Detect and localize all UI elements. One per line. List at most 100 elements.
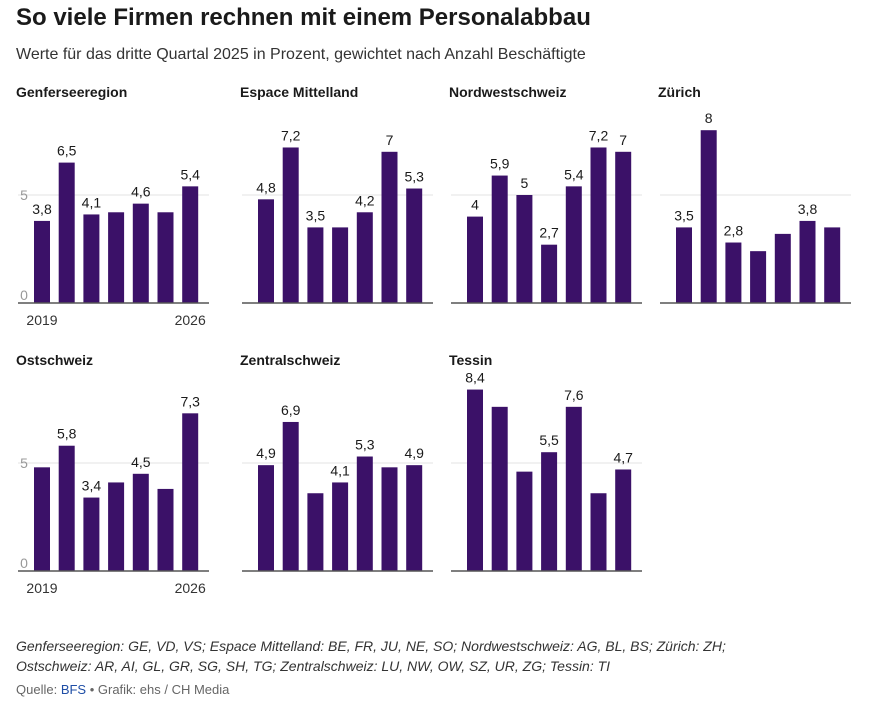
bar [307, 227, 324, 303]
data-label: 7 [386, 132, 394, 148]
y-tick-label: 5 [20, 187, 28, 203]
data-label: 7,2 [281, 127, 301, 143]
data-label: 3,5 [306, 207, 326, 223]
data-label: 6,5 [57, 143, 77, 159]
bar [83, 214, 100, 303]
bar [406, 465, 423, 571]
bar [590, 147, 607, 303]
bar [516, 471, 533, 571]
data-label: 5,5 [539, 432, 559, 448]
x-tick-label: 2026 [175, 580, 206, 596]
data-label: 4,9 [256, 445, 276, 461]
bar [34, 220, 50, 303]
bar [108, 212, 125, 303]
bar [491, 175, 508, 303]
bar [516, 195, 533, 303]
source-prefix: Quelle: [16, 682, 61, 697]
bar [157, 212, 174, 303]
bar-chart: 4,9 6,9 4,1 5,3 4,9 [242, 402, 433, 572]
bar [182, 186, 199, 303]
bar [799, 220, 816, 303]
panel-zuerich: Zürich 3,5 8 2,8 3,8 [658, 84, 858, 334]
footnote-line-1: Genferseeregion: GE, VD, VS; Espace Mitt… [16, 638, 726, 654]
bar-chart: 0 5 5,8 3,4 4,5 7,3 2019 2026 [18, 393, 209, 596]
x-tick-label: 2019 [26, 580, 57, 596]
bar [565, 406, 582, 571]
data-label: 7,6 [564, 387, 584, 403]
data-label: 7,3 [180, 393, 200, 409]
bar [467, 216, 483, 303]
bar [774, 233, 791, 303]
panel-zentralschweiz: Zentralschweiz 4,9 6,9 4,1 5,3 4,9 [240, 352, 440, 602]
bar [615, 151, 632, 303]
data-label: 4,1 [82, 194, 102, 210]
bar-chart: 8,4 5,5 7,6 4,7 [451, 370, 642, 572]
panel-title: Genferseeregion [16, 84, 128, 100]
bar [83, 497, 100, 571]
bar [725, 242, 742, 303]
bar [132, 473, 149, 571]
y-tick-label: 0 [20, 555, 28, 571]
panel-genferseeregion: Genferseeregion 0 5 3,8 6,5 4,1 4,6 5,4 2019 202… [16, 84, 216, 334]
bar [132, 203, 149, 303]
data-label: 4,5 [131, 454, 151, 470]
bar [824, 227, 841, 303]
data-label: 4,2 [355, 192, 375, 208]
bar [750, 251, 767, 303]
data-label: 4,6 [131, 184, 151, 200]
bar [467, 389, 483, 571]
panel-espace-mittelland: Espace Mittelland 4,8 7,2 3,5 4,2 7 5,3 [240, 84, 440, 334]
bar [108, 482, 125, 571]
panel-title: Tessin [449, 352, 493, 368]
bar [157, 488, 174, 571]
data-label: 5,4 [564, 166, 584, 182]
data-label: 5,3 [404, 169, 424, 185]
bar [356, 212, 373, 303]
data-label: 3,8 [32, 201, 52, 217]
panel-ostschweiz: Ostschweiz 0 5 5,8 3,4 4,5 7,3 2019 2026 [16, 352, 216, 602]
data-label: 4,9 [404, 445, 424, 461]
bar [356, 456, 373, 571]
data-label: 2,7 [539, 225, 559, 241]
source-link-bfs[interactable]: BFS [60, 682, 87, 697]
y-tick-label: 5 [20, 455, 28, 471]
panel-title: Ostschweiz [16, 352, 94, 368]
x-tick-label: 2019 [26, 312, 57, 328]
bar [700, 130, 717, 303]
source-suffix: • Grafik: ehs / CH Media [86, 682, 230, 697]
panel-title: Espace Mittelland [240, 84, 359, 100]
data-label: 8,4 [465, 370, 485, 386]
bar [58, 162, 75, 303]
panel-title: Nordwestschweiz [449, 84, 567, 100]
bar [332, 227, 349, 303]
x-tick-label: 2026 [175, 312, 206, 328]
data-label: 3,5 [674, 207, 694, 223]
data-label: 5 [521, 175, 529, 191]
bar [34, 467, 50, 571]
bar [615, 469, 632, 571]
footnote: Genferseeregion: GE, VD, VS; Espace Mitt… [16, 636, 726, 676]
bar-chart: 0 53,8 6,5 4,1 4,6 5,4 2019 2026 [18, 143, 209, 328]
bar [282, 421, 299, 571]
data-label: 4,1 [330, 462, 350, 478]
data-label: 2,8 [724, 223, 744, 239]
bar [406, 188, 423, 303]
bar [676, 227, 692, 303]
bar [58, 445, 75, 571]
bar [182, 413, 199, 571]
y-tick-label: 0 [20, 287, 28, 303]
data-label: 4,8 [256, 179, 276, 195]
bar [307, 493, 324, 571]
data-label: 5,8 [57, 426, 77, 442]
data-label: 6,9 [281, 402, 301, 418]
data-label: 4 [471, 197, 479, 213]
data-label: 7 [619, 132, 627, 148]
bar-chart: 4,8 7,2 3,5 4,2 7 5,3 [242, 127, 433, 304]
data-label: 3,4 [82, 478, 102, 494]
panel-tessin: Tessin 8,4 5,5 7,6 4,7 [449, 352, 649, 602]
bar [258, 465, 274, 571]
bar [258, 199, 274, 303]
bar [541, 244, 558, 303]
source-line: Quelle: BFS • Grafik: ehs / CH Media [16, 682, 229, 697]
panel-nordwestschweiz: Nordwestschweiz 4 5,9 5 2,7 5,4 7,2 7 [449, 84, 649, 334]
